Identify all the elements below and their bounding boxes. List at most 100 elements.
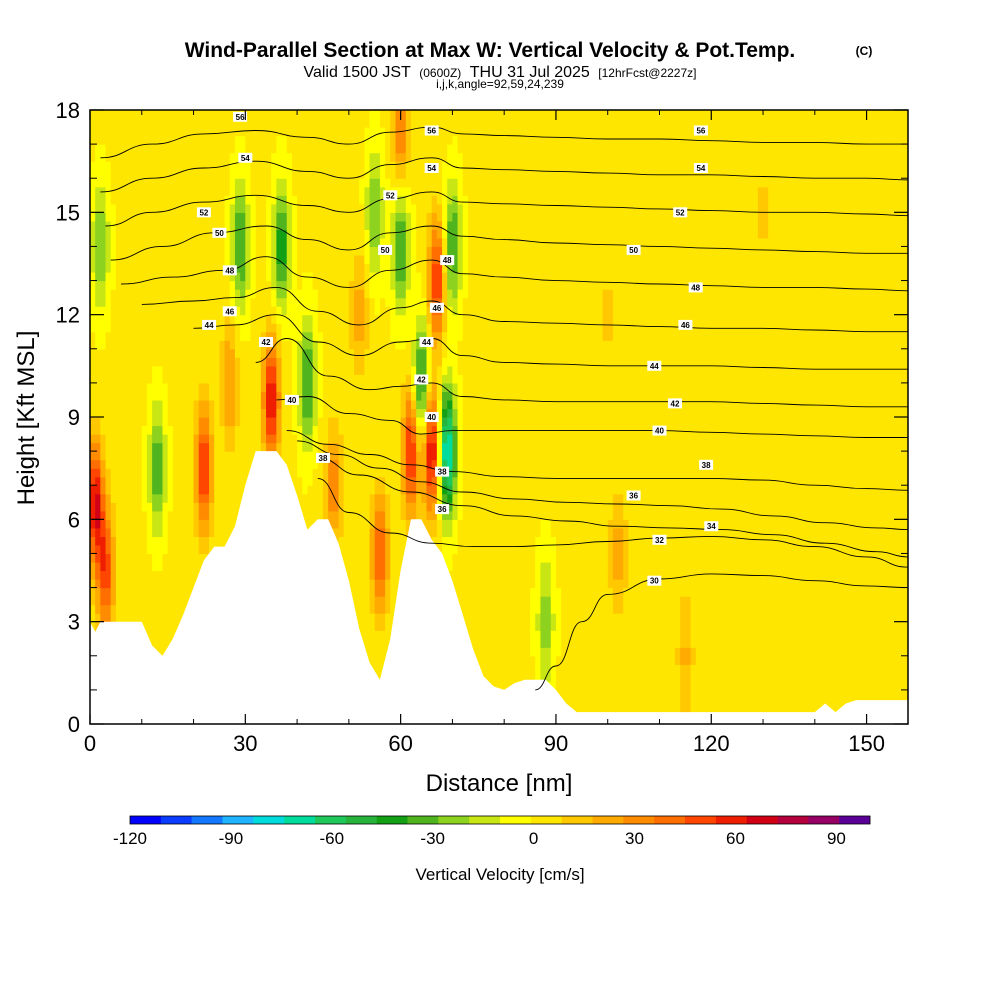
field-cell	[110, 442, 117, 452]
field-cell	[400, 348, 407, 358]
field-cell	[322, 417, 329, 427]
field-cell	[390, 519, 397, 529]
field-cell	[385, 118, 391, 128]
field-cell	[178, 519, 184, 529]
field-cell	[395, 579, 402, 589]
field-cell	[426, 186, 433, 196]
field-cell	[354, 357, 360, 367]
field-cell	[214, 161, 221, 171]
field-cell	[183, 195, 189, 205]
field-cell	[421, 263, 428, 273]
field-cell	[312, 220, 319, 230]
field-cell	[395, 203, 402, 213]
field-cell	[307, 229, 314, 239]
field-cell	[121, 229, 127, 239]
field-cell	[322, 272, 329, 282]
field-cell	[364, 434, 371, 444]
field-cell	[416, 391, 422, 401]
field-cell	[100, 434, 107, 444]
field-cell	[162, 451, 169, 461]
field-cell	[369, 493, 376, 503]
field-cell	[374, 536, 381, 546]
field-cell	[162, 195, 169, 205]
field-cell	[400, 544, 407, 555]
field-cell	[317, 237, 324, 248]
field-cell	[338, 476, 345, 486]
field-cell	[395, 280, 402, 290]
field-cell	[410, 263, 417, 273]
field-cell	[379, 561, 386, 572]
field-cell	[369, 195, 376, 205]
field-cell	[312, 399, 319, 410]
field-cell	[90, 246, 96, 256]
field-cell	[307, 127, 314, 137]
field-cell	[260, 195, 267, 205]
field-cell	[146, 434, 153, 444]
field-cell	[214, 391, 221, 401]
field-cell	[141, 289, 148, 299]
field-cell	[146, 127, 153, 137]
field-cell	[255, 382, 262, 393]
field-cell	[400, 212, 407, 222]
field-cell	[131, 468, 138, 478]
field-cell	[141, 587, 148, 597]
field-cell	[343, 365, 350, 375]
field-cell	[400, 365, 407, 375]
field-cell	[115, 510, 122, 520]
field-cell	[234, 476, 241, 486]
field-cell	[447, 536, 454, 546]
field-cell	[343, 280, 350, 290]
field-cell	[162, 237, 169, 248]
field-cell	[240, 186, 246, 196]
field-cell	[379, 348, 386, 358]
field-cell	[260, 306, 267, 316]
field-cell	[307, 135, 314, 145]
field-cell	[131, 408, 138, 418]
field-cell	[255, 391, 262, 401]
field-cell	[291, 459, 298, 469]
field-cell	[183, 118, 189, 128]
field-cell	[410, 289, 417, 299]
field-cell	[105, 357, 112, 367]
field-cell	[90, 144, 96, 154]
field-cell	[385, 357, 391, 367]
field-cell	[374, 169, 381, 179]
field-cell	[219, 186, 226, 196]
field-cell	[193, 161, 200, 171]
field-cell	[100, 306, 107, 316]
field-cell	[115, 340, 122, 350]
field-cell	[291, 382, 298, 393]
field-cell	[115, 553, 122, 563]
field-cell	[405, 365, 412, 375]
field-cell	[126, 544, 133, 555]
field-cell	[126, 382, 133, 393]
field-cell	[385, 229, 391, 239]
field-cell	[152, 476, 158, 486]
field-cell	[146, 391, 153, 401]
field-cell	[426, 374, 433, 384]
field-cell	[400, 229, 407, 239]
field-cell	[152, 519, 158, 529]
field-cell	[271, 237, 277, 248]
field-cell	[271, 391, 277, 401]
field-cell	[271, 178, 277, 188]
field-cell	[405, 306, 412, 316]
field-cell	[312, 425, 319, 435]
field-cell	[390, 237, 397, 248]
field-cell	[203, 314, 210, 324]
field-cell	[369, 638, 376, 648]
field-cell	[245, 220, 252, 230]
field-cell	[369, 510, 376, 520]
field-cell	[105, 306, 112, 316]
field-cell	[260, 417, 267, 427]
field-cell	[183, 417, 189, 427]
field-cell	[172, 519, 179, 529]
field-cell	[183, 169, 189, 179]
field-cell	[172, 195, 179, 205]
field-cell	[178, 331, 184, 341]
field-cell	[302, 425, 309, 435]
field-cell	[105, 118, 112, 128]
field-cell	[178, 297, 184, 307]
field-cell	[141, 127, 148, 137]
field-cell	[421, 203, 428, 213]
